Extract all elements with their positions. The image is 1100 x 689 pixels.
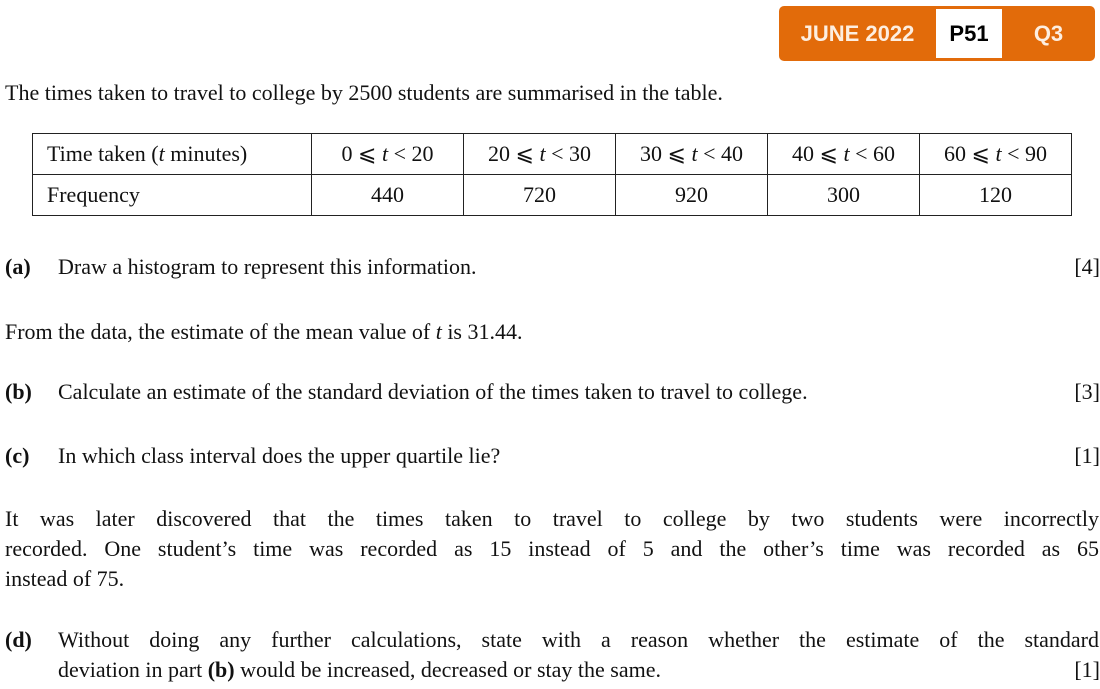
frequency-cell: 920 (615, 174, 768, 216)
interval-cell: 60 ⩽ t < 90 (919, 133, 1072, 175)
marks: [3] (1074, 379, 1100, 404)
later-line: instead of 75. (5, 566, 125, 591)
frequency-table: Time taken (t minutes) 0 ⩽ t < 20 20 ⩽ t… (32, 133, 1072, 216)
mean-note: From the data, the estimate of the mean … (5, 319, 523, 344)
part-d: (d) Without doing any further calculatio… (5, 627, 1100, 653)
part-label: (a) (5, 254, 31, 279)
marks: [1] (1074, 443, 1100, 468)
frequency-cell: 120 (919, 174, 1072, 216)
badge-session: JUNE 2022 (800, 21, 915, 46)
part-text: Calculate an estimate of the standard de… (58, 379, 808, 404)
part-label: (c) (5, 443, 30, 468)
part-a: (a) Draw a histogram to represent this i… (5, 254, 1100, 280)
marks: [4] (1074, 254, 1100, 279)
interval-cell: 40 ⩽ t < 60 (767, 133, 920, 175)
later-line: recorded. One student’s time was recorde… (5, 536, 1099, 561)
part-label: (d) (5, 627, 32, 652)
part-d-line2: deviation in part (b) would be increased… (58, 657, 1100, 682)
later-line: It was later discovered that the times t… (5, 506, 1099, 531)
badge-question: Q3 (1033, 21, 1064, 46)
frequency-cell: 720 (463, 174, 616, 216)
interval-cell: 30 ⩽ t < 40 (615, 133, 768, 175)
part-label: (b) (5, 379, 32, 404)
interval-cell: 20 ⩽ t < 30 (463, 133, 616, 175)
row-header-time: Time taken (t minutes) (32, 133, 312, 175)
badge-paper: P51 (936, 9, 1002, 58)
paper-badge: JUNE 2022 P51 Q3 (779, 6, 1095, 61)
intro-text: The times taken to travel to college by … (5, 80, 723, 105)
part-text: Draw a histogram to represent this infor… (58, 254, 477, 279)
frequency-cell: 440 (311, 174, 464, 216)
part-c: (c) In which class interval does the upp… (5, 443, 1100, 469)
part-text: In which class interval does the upper q… (58, 443, 501, 468)
frequency-cell: 300 (767, 174, 920, 216)
part-b: (b) Calculate an estimate of the standar… (5, 379, 1100, 405)
interval-cell: 0 ⩽ t < 20 (311, 133, 464, 175)
table-row: Frequency 440 720 920 300 120 (32, 174, 1072, 216)
part-text: Without doing any further calculations, … (58, 627, 1099, 652)
marks: [1] (1074, 657, 1100, 682)
table-row: Time taken (t minutes) 0 ⩽ t < 20 20 ⩽ t… (32, 133, 1072, 175)
row-header-frequency: Frequency (32, 174, 312, 216)
